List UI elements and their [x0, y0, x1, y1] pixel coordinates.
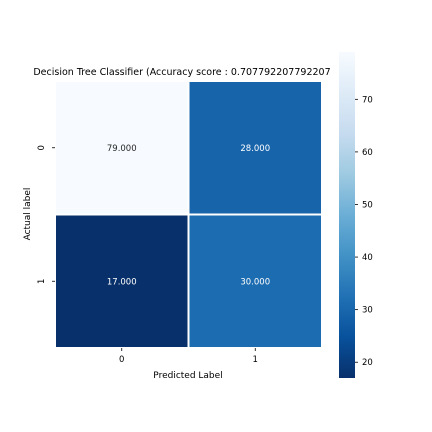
cell-label-0-0: 79.000	[107, 144, 137, 154]
heatmap-cell-labels: 79.000 28.000 17.000 30.000	[107, 144, 270, 288]
colorbar-tick-label-2: 40	[362, 253, 373, 263]
heatmap-cell-1-0	[54, 213, 190, 349]
heatmap-cells	[54, 80, 323, 349]
colorbar-tick-label-0: 20	[362, 358, 373, 368]
colorbar-tick-label-5: 70	[362, 95, 373, 105]
x-tick-label-0: 0	[119, 355, 124, 365]
heatmap-cell-0-0	[54, 80, 190, 216]
y-axis-label: Actual label	[23, 188, 33, 241]
heatmap-cell-1-1	[187, 213, 323, 349]
x-tick-label-1: 1	[253, 355, 258, 365]
cell-label-1-0: 17.000	[107, 277, 137, 287]
y-tick-label-0: 0	[37, 145, 47, 150]
y-tick-label-1: 1	[37, 279, 47, 284]
y-axis: 01	[37, 145, 55, 284]
colorbar-tick-label-3: 50	[362, 200, 373, 210]
cell-label-1-1: 30.000	[240, 277, 270, 287]
colorbar-tick-label-1: 30	[362, 306, 373, 316]
cell-label-0-1: 28.000	[240, 144, 270, 154]
colorbar	[339, 52, 355, 378]
colorbar-tick-label-4: 60	[362, 148, 373, 158]
heatmap-cell-0-1	[187, 80, 323, 216]
x-axis-label: Predicted Label	[153, 371, 222, 381]
chart-title: Decision Tree Classifier (Accuracy score…	[33, 67, 330, 78]
colorbar-ticks: 20 30 40 50 60 70	[355, 95, 373, 368]
